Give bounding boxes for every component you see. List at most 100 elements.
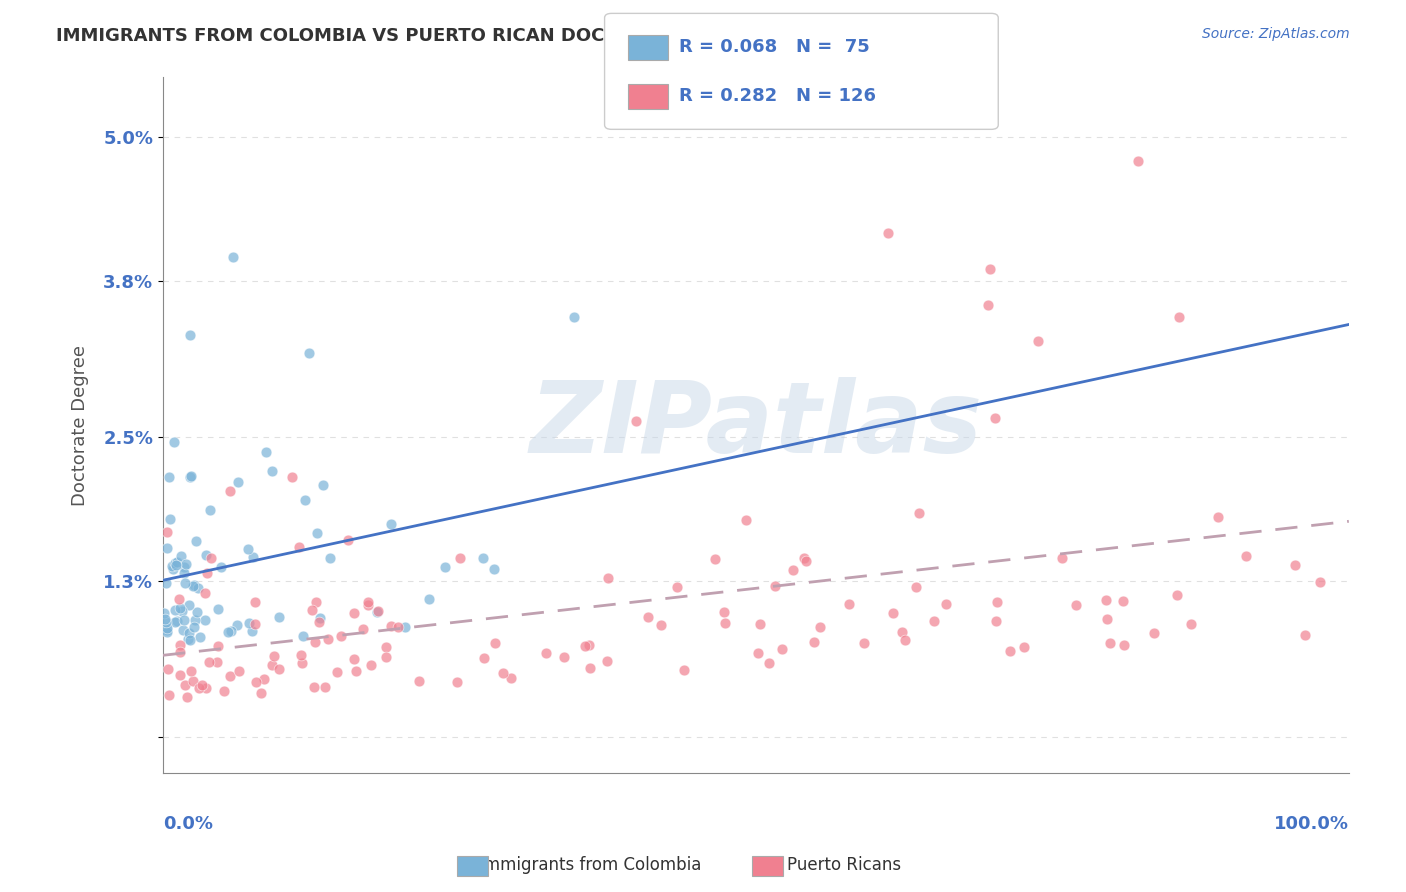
- Point: [179, 469, 201, 483]
- Point: [188, 681, 211, 696]
- Point: [180, 468, 202, 483]
- Point: [190, 678, 212, 692]
- Point: [187, 582, 209, 596]
- Point: [562, 310, 585, 325]
- Point: [162, 562, 184, 576]
- Point: [179, 632, 201, 647]
- Point: [1112, 638, 1135, 652]
- Point: [984, 410, 1007, 425]
- Point: [713, 605, 735, 619]
- Point: [269, 610, 291, 624]
- Point: [157, 662, 180, 676]
- Point: [301, 602, 323, 616]
- Point: [1012, 640, 1035, 655]
- Point: [160, 559, 183, 574]
- Point: [218, 669, 240, 683]
- Point: [267, 662, 290, 676]
- Text: ZIPatlas: ZIPatlas: [529, 376, 983, 474]
- Point: [922, 615, 945, 629]
- Point: [177, 632, 200, 647]
- Point: [446, 675, 468, 690]
- Point: [357, 598, 380, 612]
- Point: [1000, 644, 1022, 658]
- Point: [344, 664, 367, 678]
- Point: [263, 648, 285, 663]
- Point: [218, 483, 240, 498]
- Point: [288, 540, 311, 554]
- Point: [704, 552, 727, 566]
- Point: [207, 602, 229, 616]
- Point: [472, 650, 495, 665]
- Point: [188, 630, 211, 644]
- Point: [449, 551, 471, 566]
- Point: [735, 513, 758, 527]
- Point: [174, 558, 197, 572]
- Point: [179, 327, 201, 342]
- Point: [243, 617, 266, 632]
- Text: Puerto Ricans: Puerto Ricans: [786, 856, 901, 874]
- Point: [156, 622, 179, 636]
- Point: [221, 624, 243, 639]
- Point: [174, 678, 197, 692]
- Point: [155, 612, 177, 626]
- Point: [1026, 334, 1049, 349]
- Point: [156, 623, 179, 637]
- Point: [1166, 588, 1188, 602]
- Point: [314, 680, 336, 694]
- Point: [534, 646, 557, 660]
- Point: [260, 657, 283, 672]
- Point: [838, 597, 860, 611]
- Point: [905, 580, 928, 594]
- Point: [877, 227, 900, 241]
- Point: [173, 566, 195, 581]
- Point: [155, 615, 177, 629]
- Point: [935, 597, 957, 611]
- Text: IMMIGRANTS FROM COLOMBIA VS PUERTO RICAN DOCTORATE DEGREE CORRELATION CHART: IMMIGRANTS FROM COLOMBIA VS PUERTO RICAN…: [56, 27, 991, 45]
- Point: [305, 525, 328, 540]
- Point: [316, 632, 339, 646]
- Point: [214, 684, 236, 698]
- Point: [1294, 628, 1316, 642]
- Point: [408, 674, 430, 689]
- Point: [596, 654, 619, 668]
- Point: [245, 674, 267, 689]
- Point: [163, 556, 186, 570]
- Point: [308, 615, 330, 629]
- Point: [1284, 558, 1306, 572]
- Point: [169, 638, 191, 652]
- Point: [177, 598, 200, 612]
- Point: [156, 524, 179, 539]
- Point: [240, 624, 263, 639]
- Point: [226, 475, 249, 489]
- Point: [254, 444, 277, 458]
- Text: R = 0.282   N = 126: R = 0.282 N = 126: [679, 87, 876, 105]
- Point: [852, 636, 875, 650]
- Point: [1167, 310, 1189, 325]
- Point: [1098, 636, 1121, 650]
- Point: [319, 551, 342, 566]
- Point: [763, 579, 786, 593]
- Point: [748, 616, 770, 631]
- Point: [209, 560, 232, 574]
- Point: [434, 560, 457, 574]
- Point: [1095, 612, 1118, 626]
- Text: R = 0.068   N =  75: R = 0.068 N = 75: [679, 38, 870, 56]
- Point: [186, 605, 208, 619]
- Point: [262, 465, 284, 479]
- Point: [984, 614, 1007, 628]
- Point: [366, 606, 388, 620]
- Point: [578, 638, 600, 652]
- Point: [165, 558, 187, 573]
- Point: [198, 503, 221, 517]
- Point: [198, 655, 221, 669]
- Point: [156, 541, 179, 555]
- Point: [380, 517, 402, 532]
- Point: [747, 646, 769, 660]
- Point: [217, 624, 239, 639]
- Point: [337, 533, 360, 547]
- Point: [484, 562, 506, 576]
- Point: [184, 534, 207, 549]
- Point: [238, 616, 260, 631]
- Point: [183, 620, 205, 634]
- Point: [172, 623, 194, 637]
